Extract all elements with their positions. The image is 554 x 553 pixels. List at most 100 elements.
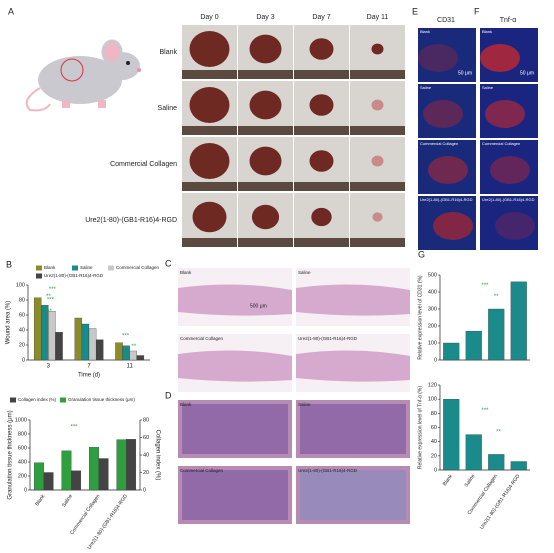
ruler (350, 126, 405, 135)
x-tick-label: Blank (442, 473, 454, 487)
y2-tick-label: 40 (143, 452, 149, 458)
image-label: Blank (420, 29, 430, 34)
y2-tick-label: 0 (143, 487, 146, 493)
image-label: Saline (482, 85, 494, 90)
ruler (182, 126, 237, 135)
wound (371, 155, 384, 167)
significance: *** (45, 309, 53, 315)
x-tick-label: Commercial Collagen (69, 493, 101, 536)
y-tick-label: 0 (434, 467, 437, 473)
day-label: Day 7 (312, 14, 330, 21)
significance: *** (49, 287, 57, 293)
wound (311, 207, 332, 227)
y-tick-label: 100 (428, 397, 437, 403)
y2-tick-label: 80 (143, 417, 149, 423)
tissue (182, 470, 288, 520)
day-label: Day 0 (200, 14, 218, 21)
fluorescence-image (418, 84, 476, 138)
stain (423, 100, 463, 128)
ruler (350, 238, 405, 247)
tissue (300, 470, 406, 520)
image-label: Saline (298, 270, 311, 275)
y-tick-label: 1000 (15, 417, 27, 423)
bar (55, 332, 63, 361)
ruler (294, 238, 349, 247)
ruler (238, 182, 293, 191)
y-axis-label: Relative expression level of CD31 (%) (417, 275, 423, 360)
tissue (300, 404, 406, 454)
stain (480, 44, 520, 72)
panel-title: CD31 (437, 17, 455, 24)
y-tick-label: 800 (18, 431, 27, 437)
bar (81, 323, 90, 361)
y-axis-label: Wound area (%) (6, 301, 12, 345)
bar (126, 439, 137, 491)
ruler (182, 182, 237, 191)
wound (372, 212, 383, 222)
wound (309, 150, 334, 172)
bar (95, 339, 104, 361)
bar (88, 328, 97, 361)
stain (428, 156, 468, 184)
y-tick-label: 0 (434, 357, 437, 363)
mouse-illustration (25, 39, 141, 112)
bar (61, 450, 72, 491)
bar (510, 281, 527, 361)
bar (465, 330, 482, 361)
y-tick-label: 80 (431, 411, 437, 417)
y-tick-label: 200 (428, 323, 437, 329)
significance: ** (131, 344, 136, 350)
wound (371, 99, 384, 111)
legend-label: Collagen index (%) (18, 397, 57, 402)
row-label: Ure2(1-80)-(GB1-R16)4-RGD (85, 217, 177, 224)
image-label: Ure2(1-80)-(GB1-R16)4-RGD (298, 336, 358, 341)
bar (510, 461, 527, 471)
legend-swatch (72, 265, 78, 271)
stain (485, 100, 525, 128)
bar (115, 342, 123, 361)
x-tick-label: 7 (87, 364, 91, 370)
fluorescence-image (480, 196, 538, 250)
panel-label: F (474, 6, 480, 16)
legend-swatch (60, 397, 66, 403)
panel-title: Tnf-α (500, 17, 517, 24)
significance: *** (70, 425, 78, 431)
y-tick-label: 400 (18, 459, 27, 465)
significance: *** (47, 298, 55, 304)
bar (98, 458, 109, 491)
ruler (238, 238, 293, 247)
row-label: Blank (159, 49, 177, 56)
stain (490, 156, 530, 184)
y-tick-label: 300 (428, 306, 437, 312)
legend-swatch (108, 265, 114, 271)
significance: *** (481, 408, 489, 414)
x-tick-label: 3 (47, 364, 51, 370)
ruler (350, 182, 405, 191)
significance: *** (122, 334, 130, 340)
bar (74, 317, 83, 361)
legend-swatch (36, 265, 42, 271)
image-label: Blank (180, 270, 192, 275)
image-label: Ure2(1-80)-(GB1-R16)4-RGD (420, 197, 473, 202)
wound (309, 38, 334, 60)
panel-label: E (412, 6, 418, 16)
ruler (182, 238, 237, 247)
y-axis-label: Granulation tissue thickness (μm) (8, 410, 14, 499)
x-tick-label: Saline (464, 473, 477, 488)
y-tick-label: 20 (19, 342, 25, 348)
y-tick-label: 500 (428, 272, 437, 278)
legend-label: Saline (80, 265, 93, 270)
bar (443, 342, 460, 361)
y-tick-label: 120 (428, 382, 437, 388)
legend-swatch (10, 397, 16, 403)
y2-tick-label: 60 (143, 435, 149, 441)
y-tick-label: 400 (428, 289, 437, 295)
y-tick-label: 80 (19, 297, 25, 303)
y-axis-label: Relative expression level of Tnf-α (%) (417, 386, 423, 469)
y-tick-label: 40 (431, 439, 437, 445)
legend-label: Commercial Collagen (116, 265, 160, 270)
panel-label: C (165, 258, 172, 268)
wound (371, 43, 384, 55)
y-tick-label: 60 (19, 312, 25, 318)
